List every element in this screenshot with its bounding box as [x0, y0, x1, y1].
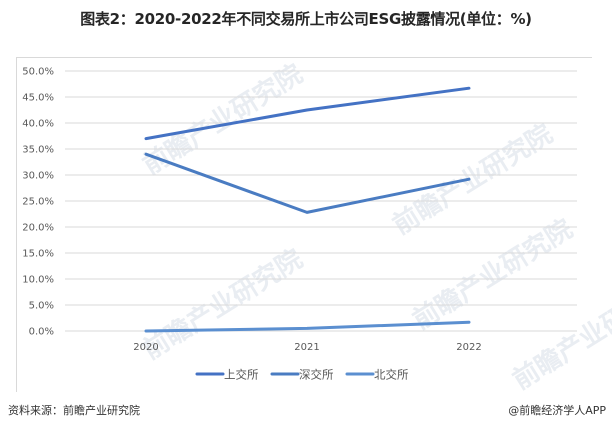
credit-note: @前瞻经济学人APP	[508, 404, 606, 417]
y-tick-label: 25.0%	[22, 197, 54, 208]
y-axis-ticks: 0.0% 5.0% 10.0% 15.0% 20.0% 25.0% 30.0% 35.0% 40…	[22, 67, 54, 338]
watermark-text: 前瞻产业研究院	[407, 213, 578, 336]
series-line	[144, 320, 471, 333]
watermark-text: 前瞻产业研究院	[137, 58, 308, 181]
series-lines	[144, 86, 471, 333]
chart-title: 图表2：2020-2022年不同交易所上市公司ESG披露情况(单位：%)	[80, 10, 532, 28]
y-tick-label: 40.0%	[22, 119, 54, 130]
x-tick-label: 2021	[294, 342, 319, 353]
legend-label: 北交所	[374, 368, 409, 382]
y-tick-label: 10.0%	[22, 275, 54, 286]
legend: 上交所 深交所 北交所	[195, 368, 409, 382]
legend-label: 上交所	[224, 368, 259, 382]
series-line	[144, 86, 471, 141]
chart-area	[16, 57, 592, 392]
y-tick-label: 0.0%	[29, 327, 54, 338]
gridlines	[65, 70, 577, 332]
x-tick-label: 2022	[456, 342, 481, 353]
y-tick-label: 45.0%	[22, 93, 54, 104]
x-axis-ticks: 2020 2021 2022	[133, 342, 481, 353]
y-tick-label: 15.0%	[22, 249, 54, 260]
series-line	[144, 152, 471, 214]
y-tick-label: 20.0%	[22, 223, 54, 234]
watermark-text: 前瞻产业研究院	[387, 118, 558, 241]
x-tick-label: 2020	[133, 342, 158, 353]
y-tick-label: 5.0%	[29, 301, 54, 312]
y-tick-label: 30.0%	[22, 171, 54, 182]
watermark-text: 前瞻产业研究院	[507, 273, 612, 396]
legend-label: 深交所	[299, 368, 334, 382]
y-tick-label: 50.0%	[22, 67, 54, 78]
y-tick-label: 35.0%	[22, 145, 54, 156]
source-note: 资料来源：前瞻产业研究院	[8, 404, 140, 417]
